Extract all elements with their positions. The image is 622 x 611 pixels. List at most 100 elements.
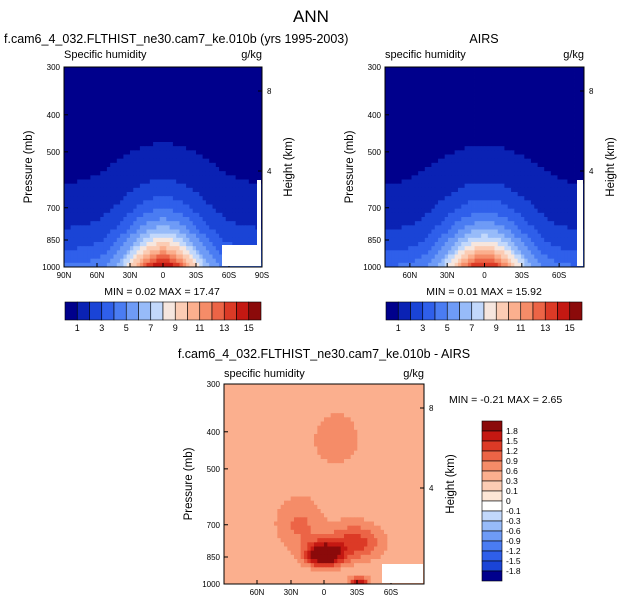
contour-cell xyxy=(428,67,432,72)
contour-cell xyxy=(534,200,538,205)
contour-cell xyxy=(538,105,542,110)
contour-cell xyxy=(81,138,85,143)
contour-cell xyxy=(402,163,406,168)
contour-cell xyxy=(395,84,399,89)
contour-cell xyxy=(398,155,402,160)
contour-cell xyxy=(475,134,479,139)
contour-cell xyxy=(451,159,455,164)
contour-cell xyxy=(213,155,217,160)
contour-cell xyxy=(508,146,512,151)
contour-cell xyxy=(571,146,575,151)
contour-cell xyxy=(199,200,203,205)
contour-cell xyxy=(100,188,104,193)
contour-cell xyxy=(222,130,226,135)
contour-cell xyxy=(511,180,515,185)
contour-cell xyxy=(435,130,439,135)
contour-cell xyxy=(431,84,435,89)
contour-cell xyxy=(176,259,180,264)
contour-cell xyxy=(97,200,101,205)
contour-cell xyxy=(133,138,137,143)
contour-cell xyxy=(186,246,190,251)
contour-cell xyxy=(438,138,442,143)
contour-cell xyxy=(239,225,243,230)
contour-cell xyxy=(249,150,253,155)
contour-cell xyxy=(137,238,141,243)
contour-cell xyxy=(114,155,118,160)
contour-cell xyxy=(67,221,71,226)
contour-cell xyxy=(246,221,250,226)
contour-cell xyxy=(425,205,429,210)
contour-cell xyxy=(206,184,210,189)
contour-cell xyxy=(461,171,465,176)
contour-cell xyxy=(494,134,498,139)
contour-cell xyxy=(193,200,197,205)
contour-cell xyxy=(405,71,409,76)
contour-cell xyxy=(557,159,561,164)
contour-cell xyxy=(84,155,88,160)
contour-cell xyxy=(255,67,259,72)
contour-cell xyxy=(255,71,259,76)
contour-cell xyxy=(229,238,233,243)
contour-cell xyxy=(488,75,492,80)
contour-cell xyxy=(554,105,558,110)
contour-cell xyxy=(508,167,512,172)
contour-cell xyxy=(541,192,545,197)
contour-cell xyxy=(431,196,435,201)
contour-cell xyxy=(173,80,177,85)
contour-cell xyxy=(574,155,578,160)
contour-cell xyxy=(143,259,147,264)
contour-cell xyxy=(213,96,217,101)
contour-cell xyxy=(117,142,121,147)
contour-cell xyxy=(491,196,495,201)
contour-cell xyxy=(110,259,114,264)
contour-cell xyxy=(518,100,522,105)
contour-cell xyxy=(441,209,445,214)
contour-cell xyxy=(524,188,528,193)
contour-cell xyxy=(107,146,111,151)
contour-cell xyxy=(133,100,137,105)
contour-cell xyxy=(133,192,137,197)
contour-cell xyxy=(84,125,88,130)
contour-cell xyxy=(127,171,131,176)
contour-cell xyxy=(189,105,193,110)
contour-cell xyxy=(100,221,104,226)
contour-cell xyxy=(551,146,555,151)
contour-cell xyxy=(222,121,226,126)
contour-cell xyxy=(90,209,94,214)
contour-cell xyxy=(176,188,180,193)
contour-cell xyxy=(521,159,525,164)
contour-cell xyxy=(87,188,91,193)
contour-cell xyxy=(94,234,98,239)
contour-cell xyxy=(557,84,561,89)
contour-cell xyxy=(488,180,492,185)
contour-cell xyxy=(511,67,515,72)
contour-cell xyxy=(166,234,170,239)
contour-cell xyxy=(104,96,108,101)
contour-cell xyxy=(421,125,425,130)
contour-cell xyxy=(468,200,472,205)
contour-cell xyxy=(170,196,174,201)
contour-cell xyxy=(90,255,94,260)
contour-cell xyxy=(481,109,485,114)
contour-cell xyxy=(425,105,429,110)
contour-cell xyxy=(127,221,131,226)
contour-cell xyxy=(415,180,419,185)
contour-cell xyxy=(451,71,455,76)
contour-cell xyxy=(392,96,396,101)
contour-cell xyxy=(81,196,85,201)
contour-cell xyxy=(143,134,147,139)
contour-cell xyxy=(494,196,498,201)
contour-cell xyxy=(435,121,439,126)
contour-cell xyxy=(203,163,207,168)
contour-cell xyxy=(123,113,127,118)
contour-cell xyxy=(94,84,98,89)
contour-cell xyxy=(213,142,217,147)
contour-cell xyxy=(163,75,167,80)
contour-cell xyxy=(485,167,489,172)
contour-cell xyxy=(574,75,578,80)
contour-cell xyxy=(232,67,236,72)
contour-cell xyxy=(153,67,157,72)
contour-cell xyxy=(123,121,127,126)
contour-cell xyxy=(133,109,137,114)
contour-cell xyxy=(94,80,98,85)
